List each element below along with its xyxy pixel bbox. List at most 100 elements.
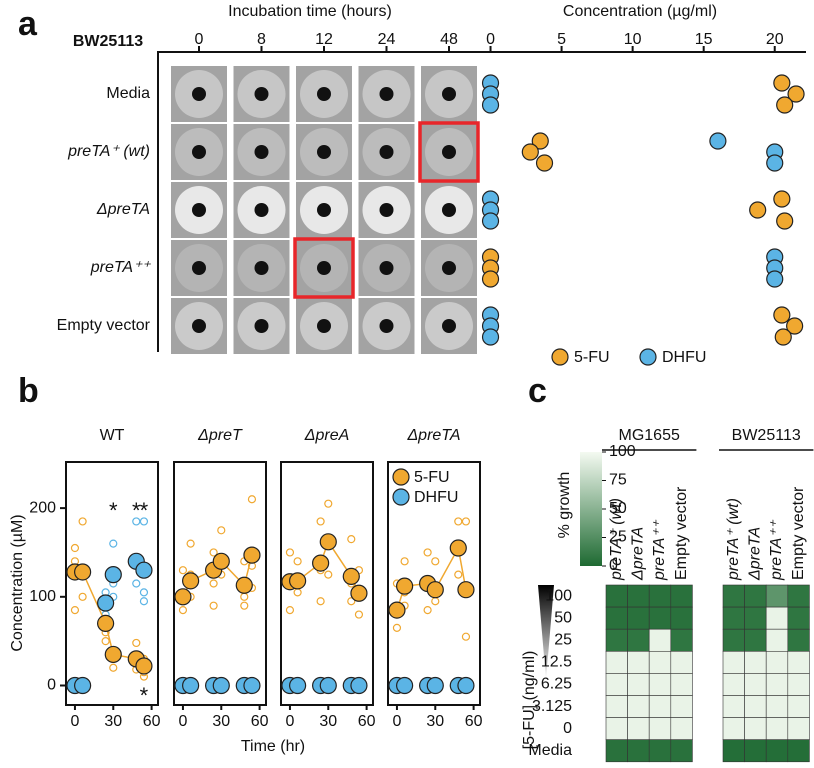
dot	[481, 270, 500, 288]
dot	[481, 212, 500, 230]
replicate-point	[139, 588, 149, 597]
significance-mark: *	[109, 498, 118, 523]
colorbar-tick-label: 75	[609, 472, 627, 489]
x-tick-label: 0	[486, 31, 495, 48]
legend-label: 5-FU	[414, 469, 450, 486]
heatmap-cell	[765, 650, 789, 674]
replicate-point	[454, 517, 463, 526]
heatmap-cell	[670, 739, 693, 763]
y-axis-title: [5-FU] (ng/ml)	[521, 651, 538, 750]
mean-point	[135, 561, 153, 579]
antibiotic-disk	[442, 145, 456, 159]
replicate-point	[78, 592, 87, 601]
x-tick-label: 15	[695, 31, 713, 48]
mean-point	[243, 676, 261, 695]
legend-swatch	[639, 348, 657, 366]
dot	[786, 317, 804, 335]
heatmap-cell	[744, 584, 767, 608]
column-label: preTA⁺ (wt)	[725, 498, 742, 581]
heatmap-cell	[627, 584, 650, 608]
facet-frame	[280, 461, 374, 706]
mean-point	[396, 676, 414, 695]
highlight-box	[418, 121, 480, 183]
mean-point	[212, 676, 230, 695]
antibiotic-disk	[254, 203, 269, 217]
column-label: ΔpreTA	[630, 527, 647, 581]
heatmap-cell	[765, 739, 789, 763]
mean-point	[74, 563, 92, 581]
heatmap-cell	[605, 739, 628, 763]
dot	[774, 328, 792, 346]
replicate-point	[132, 517, 141, 526]
heatmap-cell	[722, 717, 745, 740]
mean-point	[174, 588, 192, 606]
heatmap-cell	[787, 606, 810, 630]
replicate-point	[139, 517, 149, 526]
antibiotic-disk	[379, 87, 394, 101]
significance-mark: *	[140, 683, 149, 708]
mean-point	[135, 657, 153, 675]
heatmap-cell	[670, 673, 693, 696]
antibiotic-disk	[254, 87, 269, 101]
mean-point	[243, 546, 261, 564]
replicate-point	[431, 597, 440, 606]
heatmap-cell	[648, 695, 672, 718]
dot	[535, 154, 554, 172]
heatmap-cell	[648, 650, 672, 674]
heatmap-cell	[722, 628, 745, 652]
replicate-point	[209, 579, 218, 588]
grid-title: Incubation time (hours)	[228, 3, 392, 20]
dot	[481, 328, 500, 346]
antibiotic-disk	[254, 145, 269, 159]
row-label: preTA⁺⁺	[90, 259, 152, 276]
heatmap-cell	[605, 606, 628, 630]
replicate-point	[316, 517, 325, 526]
highlight-box	[293, 237, 355, 299]
heatmap-cell	[744, 739, 767, 763]
replicate-point	[109, 539, 118, 548]
heatmap-cell	[722, 739, 745, 763]
heatmap-cell	[648, 628, 672, 652]
heatmap-cell	[670, 606, 693, 630]
heatmap-cell	[627, 717, 650, 740]
heatmap-cell	[627, 650, 650, 674]
row-label: Empty vector	[57, 317, 151, 334]
panel-label: b	[18, 372, 39, 410]
replicate-point	[461, 632, 471, 641]
heatmap-cell	[765, 584, 789, 608]
colorbar-tick-label: 100	[609, 443, 636, 460]
replicate-point	[247, 495, 257, 504]
colorbar	[580, 452, 602, 566]
replicate-point	[240, 592, 249, 601]
replicate-point	[285, 548, 295, 557]
column-label: Empty vector	[790, 486, 807, 580]
y-tick-label: 200	[29, 499, 56, 516]
replicate-point	[209, 601, 218, 610]
row-label: 6.25	[541, 676, 572, 693]
antibiotic-disk	[192, 87, 206, 101]
legend-swatch	[392, 488, 410, 506]
replicate-point	[70, 543, 80, 553]
facet-frame	[173, 461, 267, 706]
replicate-point	[70, 606, 80, 615]
replicate-point	[240, 601, 249, 610]
replicate-point	[78, 517, 87, 526]
mean-point	[97, 614, 115, 633]
column-label: preTA⁺⁺	[651, 519, 668, 581]
replicate-point	[209, 548, 218, 557]
column-label: 0	[195, 31, 204, 48]
replicate-point	[186, 539, 195, 548]
dot	[709, 132, 727, 150]
heatmap-cell	[787, 673, 810, 696]
facet-title: ΔpreA	[304, 427, 350, 444]
antibiotic-disk	[379, 145, 394, 159]
concentration-wedge	[538, 585, 554, 680]
y-tick-label: 100	[29, 588, 56, 605]
heatmap-cell	[744, 673, 767, 696]
dot	[787, 85, 805, 103]
mean-point	[312, 554, 330, 572]
x-tick-label: 5	[557, 31, 566, 48]
dot	[521, 143, 539, 161]
facet-title: ΔpreTA	[406, 427, 460, 444]
